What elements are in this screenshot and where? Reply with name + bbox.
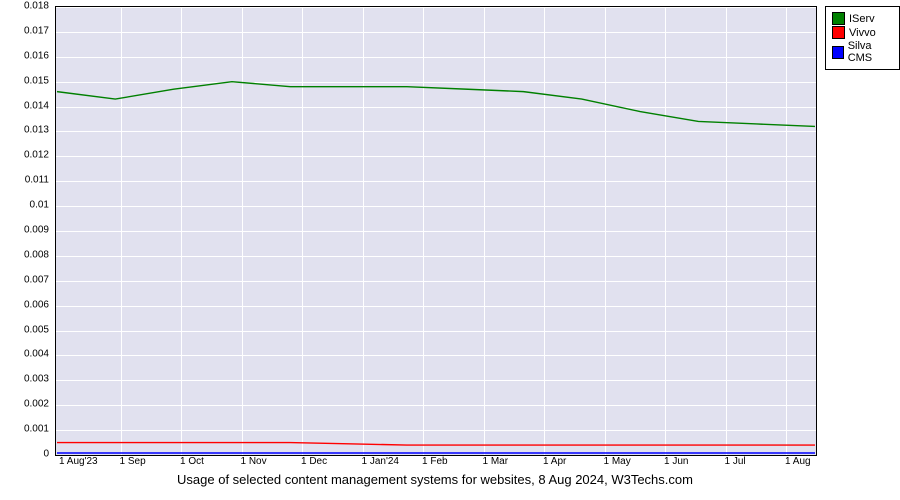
legend-swatch — [832, 12, 845, 25]
y-tick-label: 0.012 — [24, 150, 49, 161]
x-axis-labels: 1 Aug'23 1 Sep 1 Oct 1 Nov 1 Dec 1 Jan'24 1 Fe… — [55, 454, 815, 472]
y-axis-labels: 00.0010.0020.0030.0040.0050.0060.0070.00… — [0, 6, 55, 454]
legend-label: Vivvo — [849, 27, 876, 39]
legend-item: Silva CMS — [832, 40, 893, 64]
x-tick-label: 1 Sep — [120, 456, 146, 467]
y-tick-label: 0.005 — [24, 324, 49, 335]
chart-caption: Usage of selected content management sys… — [55, 472, 815, 487]
y-tick-label: 0.016 — [24, 50, 49, 61]
x-tick-label: 1 Jan'24 — [362, 456, 400, 467]
x-tick-label: 1 Jun — [664, 456, 688, 467]
line-series-layer — [56, 7, 816, 455]
series-line — [57, 82, 815, 127]
y-tick-label: 0.004 — [24, 349, 49, 360]
plot-area — [55, 6, 817, 456]
y-tick-label: 0.015 — [24, 75, 49, 86]
series-line — [57, 443, 815, 445]
y-tick-label: 0.003 — [24, 374, 49, 385]
x-tick-label: 1 Dec — [301, 456, 327, 467]
y-tick-label: 0.006 — [24, 299, 49, 310]
y-tick-label: 0 — [43, 449, 49, 460]
x-tick-label: 1 Jul — [725, 456, 746, 467]
y-tick-label: 0.007 — [24, 274, 49, 285]
x-tick-label: 1 May — [604, 456, 631, 467]
legend-item: Vivvo — [832, 26, 893, 39]
legend-swatch — [832, 26, 845, 39]
y-tick-label: 0.014 — [24, 100, 49, 111]
x-tick-label: 1 Apr — [543, 456, 566, 467]
y-tick-label: 0.017 — [24, 25, 49, 36]
y-tick-label: 0.009 — [24, 225, 49, 236]
x-tick-label: 1 Feb — [422, 456, 448, 467]
x-tick-label: 1 Aug'23 — [59, 456, 98, 467]
legend-label: IServ — [849, 13, 875, 25]
legend-swatch — [832, 46, 844, 59]
chart-container: 0 0.001 0.002 0.003 0.004 0.005 0.006 0.007 0.00… — [0, 0, 900, 500]
legend: IServ VivvoSilva CMS — [825, 6, 900, 70]
x-tick-label: 1 Oct — [180, 456, 204, 467]
y-tick-label: 0.011 — [25, 175, 49, 186]
y-tick-label: 0.013 — [24, 125, 49, 136]
y-tick-label: 0.002 — [24, 399, 49, 410]
y-tick-label: 0.008 — [24, 249, 49, 260]
legend-item: IServ — [832, 12, 893, 25]
y-tick-label: 0.01 — [30, 200, 49, 211]
x-tick-label: 1 Mar — [483, 456, 509, 467]
x-tick-label: 1 Aug — [785, 456, 811, 467]
x-tick-label: 1 Nov — [241, 456, 267, 467]
legend-label: Silva CMS — [848, 40, 893, 64]
y-tick-label: 0.001 — [24, 424, 49, 435]
y-tick-label: 0.018 — [24, 1, 49, 12]
